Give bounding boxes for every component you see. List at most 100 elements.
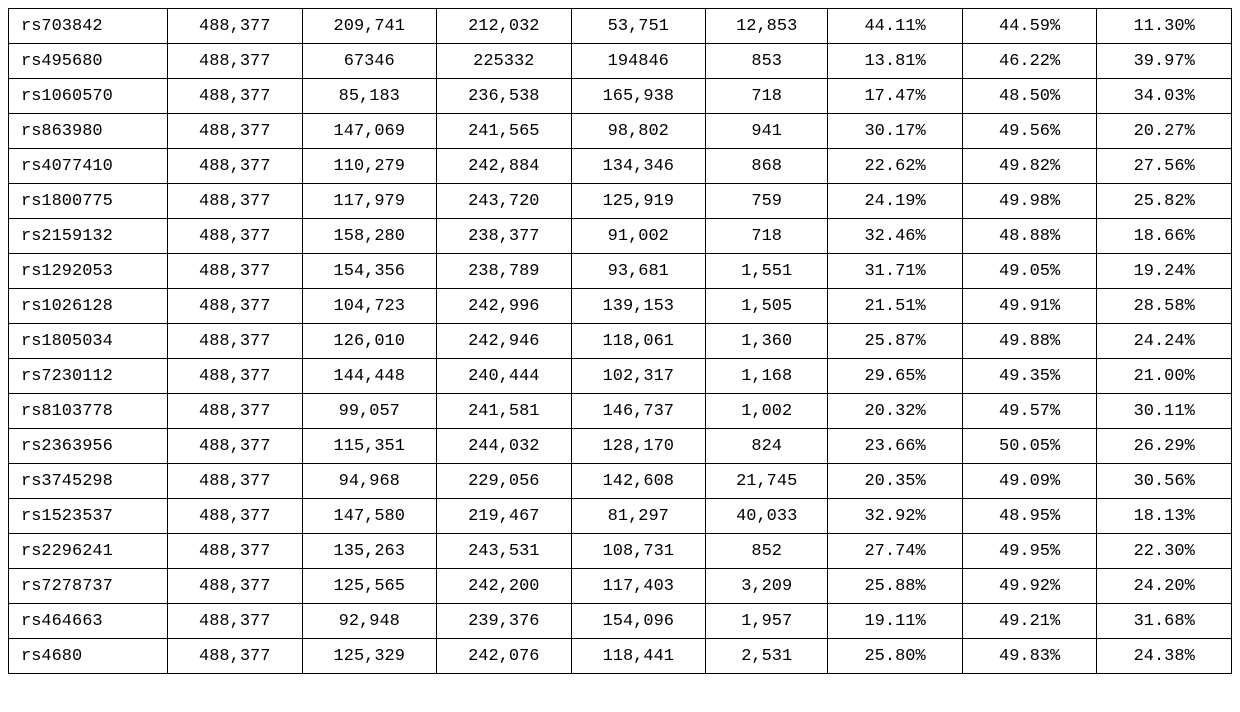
table-cell: 18.13% [1097, 499, 1232, 534]
table-cell: 104,723 [302, 289, 437, 324]
table-cell: 29.65% [828, 359, 963, 394]
table-cell: 238,789 [437, 254, 572, 289]
table-cell: 488,377 [167, 184, 302, 219]
table-cell: 242,946 [437, 324, 572, 359]
table-cell: 118,441 [571, 639, 706, 674]
table-row: rs464663488,37792,948239,376154,0961,957… [9, 604, 1232, 639]
table-cell: 117,403 [571, 569, 706, 604]
table-cell: 49.82% [962, 149, 1097, 184]
table-cell: 13.81% [828, 44, 963, 79]
table-cell: 11.30% [1097, 9, 1232, 44]
table-cell: 488,377 [167, 359, 302, 394]
table-cell: 125,919 [571, 184, 706, 219]
table-row: rs7230112488,377144,448240,444102,3171,1… [9, 359, 1232, 394]
table-cell: 40,033 [706, 499, 828, 534]
table-cell: 49.88% [962, 324, 1097, 359]
table-cell: 46.22% [962, 44, 1097, 79]
table-cell: 12,853 [706, 9, 828, 44]
table-cell: 21.00% [1097, 359, 1232, 394]
table-row: rs863980488,377147,069241,56598,80294130… [9, 114, 1232, 149]
table-cell: rs495680 [9, 44, 168, 79]
table-row: rs2363956488,377115,351244,032128,170824… [9, 429, 1232, 464]
table-cell: 117,979 [302, 184, 437, 219]
table-cell: 27.56% [1097, 149, 1232, 184]
table-cell: rs703842 [9, 9, 168, 44]
table-cell: rs2296241 [9, 534, 168, 569]
table-cell: 488,377 [167, 114, 302, 149]
table-cell: 30.11% [1097, 394, 1232, 429]
table-cell: 154,096 [571, 604, 706, 639]
table-cell: 239,376 [437, 604, 572, 639]
table-cell: 488,377 [167, 569, 302, 604]
table-cell: 488,377 [167, 254, 302, 289]
table-cell: 30.56% [1097, 464, 1232, 499]
table-cell: 49.92% [962, 569, 1097, 604]
table-cell: 19.24% [1097, 254, 1232, 289]
table-cell: 17.47% [828, 79, 963, 114]
table-cell: rs1805034 [9, 324, 168, 359]
table-cell: 27.74% [828, 534, 963, 569]
table-cell: rs8103778 [9, 394, 168, 429]
table-cell: 20.32% [828, 394, 963, 429]
table-cell: 488,377 [167, 149, 302, 184]
table-cell: 99,057 [302, 394, 437, 429]
table-row: rs1800775488,377117,979243,720125,919759… [9, 184, 1232, 219]
table-cell: rs464663 [9, 604, 168, 639]
table-cell: 48.50% [962, 79, 1097, 114]
table-cell: 229,056 [437, 464, 572, 499]
table-cell: 1,168 [706, 359, 828, 394]
table-cell: 147,069 [302, 114, 437, 149]
table-cell: 98,802 [571, 114, 706, 149]
table-cell: 34.03% [1097, 79, 1232, 114]
table-cell: 48.95% [962, 499, 1097, 534]
table-cell: rs7278737 [9, 569, 168, 604]
table-cell: 49.95% [962, 534, 1097, 569]
table-cell: rs1800775 [9, 184, 168, 219]
table-cell: 25.82% [1097, 184, 1232, 219]
table-cell: 824 [706, 429, 828, 464]
table-cell: 19.11% [828, 604, 963, 639]
table-cell: 242,200 [437, 569, 572, 604]
table-cell: 868 [706, 149, 828, 184]
table-cell: 49.57% [962, 394, 1097, 429]
table-cell: 147,580 [302, 499, 437, 534]
table-cell: 243,720 [437, 184, 572, 219]
table-cell: 146,737 [571, 394, 706, 429]
table-cell: rs863980 [9, 114, 168, 149]
table-cell: 144,448 [302, 359, 437, 394]
table-cell: 238,377 [437, 219, 572, 254]
table-cell: rs2363956 [9, 429, 168, 464]
table-cell: 25.87% [828, 324, 963, 359]
table-cell: 718 [706, 219, 828, 254]
table-cell: rs7230112 [9, 359, 168, 394]
table-cell: 488,377 [167, 9, 302, 44]
table-cell: rs1060570 [9, 79, 168, 114]
table-cell: 24.24% [1097, 324, 1232, 359]
table-cell: 135,263 [302, 534, 437, 569]
table-cell: 49.05% [962, 254, 1097, 289]
table-cell: rs1292053 [9, 254, 168, 289]
table-cell: 18.66% [1097, 219, 1232, 254]
table-cell: 142,608 [571, 464, 706, 499]
table-cell: 488,377 [167, 44, 302, 79]
table-cell: 32.92% [828, 499, 963, 534]
table-cell: 2,531 [706, 639, 828, 674]
table-cell: 108,731 [571, 534, 706, 569]
table-cell: 488,377 [167, 604, 302, 639]
table-cell: 139,153 [571, 289, 706, 324]
table-cell: 209,741 [302, 9, 437, 44]
table-cell: 242,996 [437, 289, 572, 324]
table-cell: 154,356 [302, 254, 437, 289]
table-cell: 1,551 [706, 254, 828, 289]
table-cell: rs2159132 [9, 219, 168, 254]
table-cell: 236,538 [437, 79, 572, 114]
table-cell: 22.30% [1097, 534, 1232, 569]
table-cell: 20.35% [828, 464, 963, 499]
table-row: rs1026128488,377104,723242,996139,1531,5… [9, 289, 1232, 324]
table-cell: 102,317 [571, 359, 706, 394]
table-cell: 165,938 [571, 79, 706, 114]
table-cell: 241,565 [437, 114, 572, 149]
table-cell: rs1523537 [9, 499, 168, 534]
table-cell: 50.05% [962, 429, 1097, 464]
table-cell: 24.19% [828, 184, 963, 219]
